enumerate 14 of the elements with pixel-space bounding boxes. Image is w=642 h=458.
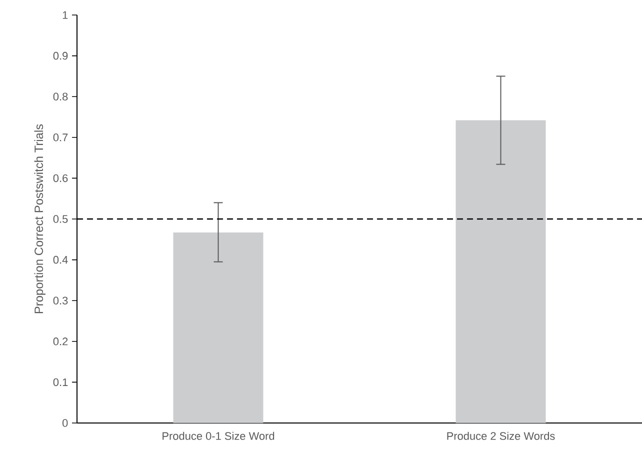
x-tick-label: Produce 2 Size Words — [447, 432, 555, 440]
y-tick-label: 0.2 — [53, 338, 68, 346]
y-tick-label: 0.7 — [53, 134, 68, 142]
y-tick-label: 0.5 — [53, 215, 68, 223]
y-tick-label: 0.8 — [53, 92, 68, 100]
y-tick-label: 0.3 — [53, 296, 68, 304]
y-tick-label: 1 — [62, 11, 68, 19]
y-tick-label: 0 — [62, 419, 68, 427]
y-tick-label: 0.4 — [53, 256, 68, 264]
y-tick-label: 0.1 — [53, 378, 68, 386]
y-axis-title: Proportion Correct Postswitch Trials — [34, 124, 46, 314]
x-tick-label: Produce 0-1 Size Word — [162, 432, 274, 440]
y-tick-label: 0.9 — [53, 52, 68, 60]
y-tick-label: 0.6 — [53, 174, 68, 182]
